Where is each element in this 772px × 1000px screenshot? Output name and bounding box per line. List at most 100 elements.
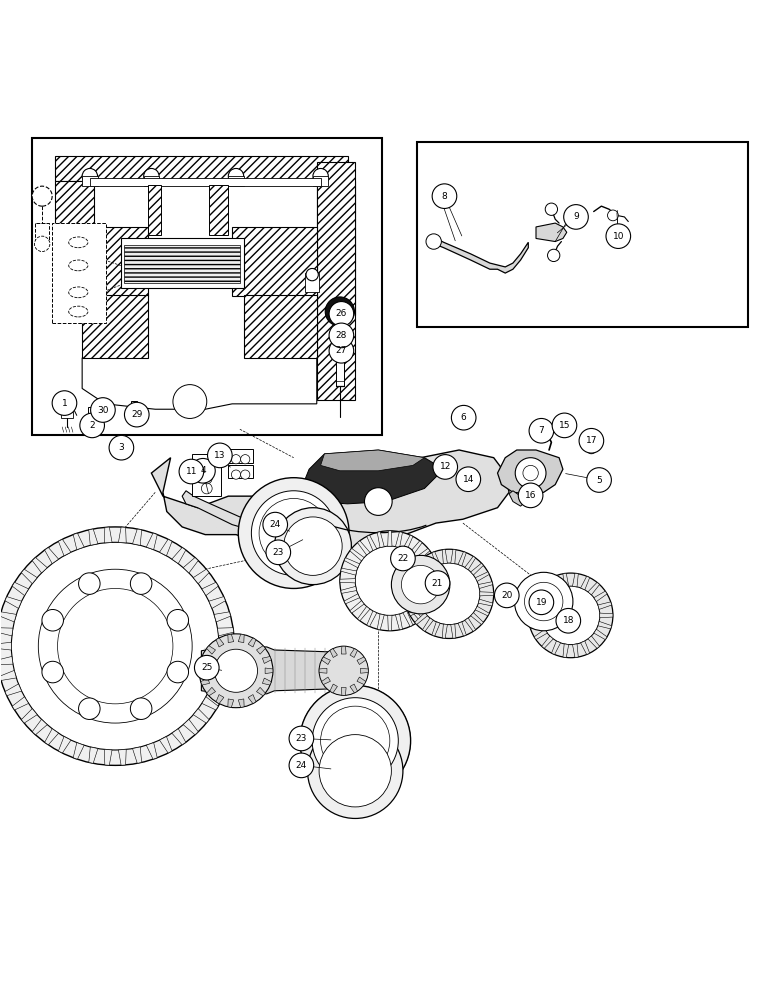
Circle shape [52, 391, 76, 415]
Polygon shape [12, 582, 29, 596]
Polygon shape [432, 552, 440, 566]
Polygon shape [172, 729, 186, 745]
Polygon shape [73, 533, 84, 550]
Circle shape [275, 508, 351, 585]
Polygon shape [422, 556, 433, 570]
Polygon shape [479, 582, 493, 588]
Circle shape [456, 467, 481, 492]
Text: 24: 24 [269, 520, 281, 529]
Text: 23: 23 [273, 548, 284, 557]
Polygon shape [201, 697, 218, 710]
Bar [82, 295, 147, 358]
Circle shape [541, 586, 600, 645]
Polygon shape [422, 618, 433, 631]
Polygon shape [509, 491, 524, 506]
Polygon shape [160, 736, 172, 753]
Polygon shape [118, 527, 126, 543]
Polygon shape [219, 642, 235, 650]
Circle shape [329, 302, 354, 326]
Bar [32, 138, 382, 435]
Circle shape [289, 753, 313, 778]
Circle shape [208, 443, 232, 468]
Polygon shape [201, 647, 351, 694]
Polygon shape [395, 532, 402, 548]
Polygon shape [350, 684, 357, 693]
Text: 1: 1 [62, 399, 67, 408]
Polygon shape [32, 719, 47, 735]
Polygon shape [344, 594, 360, 604]
Circle shape [144, 168, 159, 184]
Circle shape [199, 634, 273, 708]
Polygon shape [573, 644, 578, 657]
Circle shape [524, 582, 563, 621]
Polygon shape [59, 736, 71, 753]
Circle shape [564, 205, 588, 229]
Polygon shape [451, 549, 456, 564]
Polygon shape [133, 747, 142, 763]
Ellipse shape [69, 260, 88, 271]
Circle shape [418, 563, 480, 625]
Polygon shape [12, 697, 29, 710]
Circle shape [556, 608, 581, 633]
Circle shape [364, 488, 392, 515]
Circle shape [432, 184, 457, 208]
Text: 17: 17 [586, 436, 597, 445]
Polygon shape [465, 556, 476, 570]
Circle shape [452, 405, 476, 430]
Polygon shape [209, 684, 225, 696]
Circle shape [263, 512, 287, 537]
Bar [417, 142, 747, 327]
Polygon shape [45, 729, 59, 745]
Polygon shape [0, 642, 12, 650]
Bar [305, 273, 319, 292]
Polygon shape [22, 569, 37, 584]
Polygon shape [465, 618, 476, 631]
Circle shape [329, 323, 354, 348]
Text: 5: 5 [596, 476, 602, 485]
Circle shape [425, 571, 450, 595]
Polygon shape [183, 558, 198, 573]
Circle shape [35, 236, 50, 252]
Polygon shape [89, 747, 98, 763]
Polygon shape [361, 668, 368, 673]
Polygon shape [528, 613, 541, 618]
Bar [52, 223, 106, 323]
Text: 15: 15 [559, 421, 571, 430]
Circle shape [201, 483, 212, 494]
Circle shape [239, 478, 349, 588]
Circle shape [32, 186, 52, 206]
Polygon shape [172, 547, 186, 564]
Circle shape [215, 649, 258, 692]
Polygon shape [193, 569, 209, 584]
Polygon shape [415, 601, 430, 613]
Polygon shape [0, 612, 16, 622]
Circle shape [12, 542, 219, 750]
Polygon shape [151, 450, 509, 550]
Text: 18: 18 [563, 616, 574, 625]
Circle shape [319, 646, 368, 695]
Circle shape [514, 572, 573, 631]
Bar [90, 178, 320, 186]
Polygon shape [5, 684, 22, 696]
Bar [313, 176, 328, 186]
Circle shape [241, 455, 250, 464]
Bar [232, 227, 317, 296]
Polygon shape [403, 611, 413, 626]
Text: 8: 8 [442, 192, 447, 201]
Text: 10: 10 [612, 232, 624, 241]
Circle shape [426, 234, 442, 249]
Polygon shape [442, 549, 448, 564]
Polygon shape [341, 688, 346, 695]
Polygon shape [239, 699, 244, 707]
Circle shape [515, 458, 546, 488]
Circle shape [306, 268, 318, 281]
Circle shape [355, 546, 425, 615]
Circle shape [90, 398, 115, 422]
Polygon shape [319, 668, 327, 673]
Text: 20: 20 [501, 591, 513, 600]
Circle shape [252, 491, 336, 575]
Circle shape [109, 435, 134, 460]
Circle shape [79, 698, 100, 719]
Polygon shape [350, 649, 357, 657]
Polygon shape [256, 646, 266, 654]
